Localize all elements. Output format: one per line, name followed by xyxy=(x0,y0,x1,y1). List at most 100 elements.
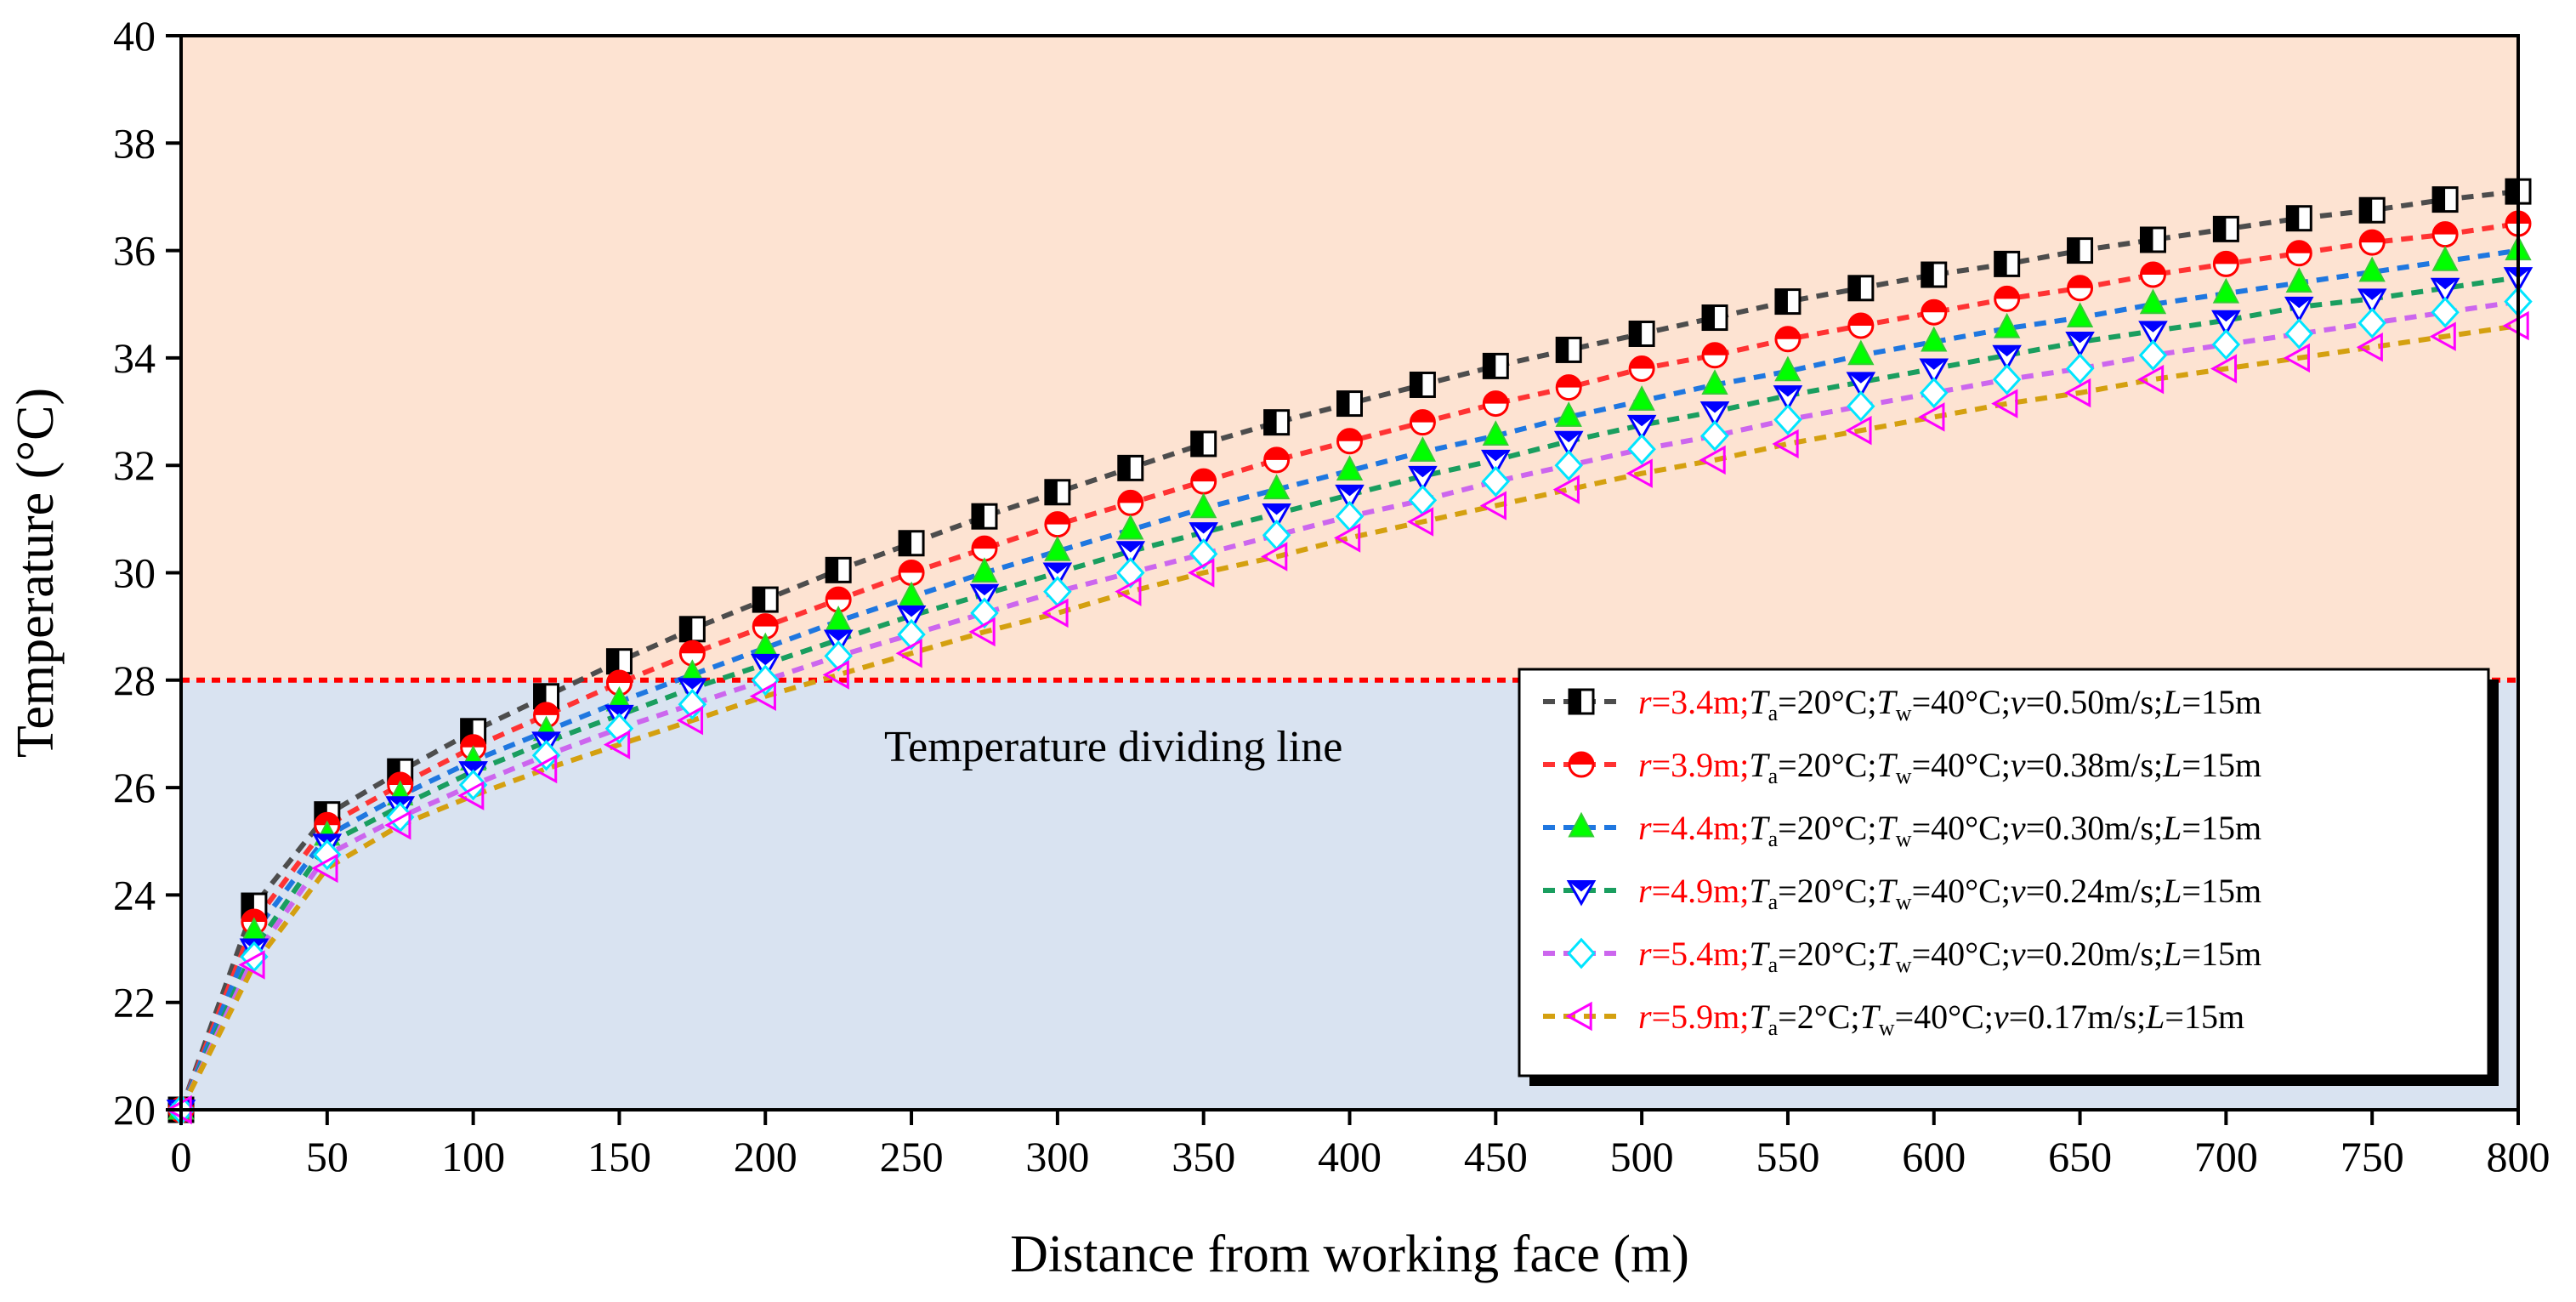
marker-shape xyxy=(1406,507,1434,537)
marker-shape xyxy=(1921,326,1948,352)
legend-entry-1: r=3.4m;Ta=20°C;Tw=40°C;v=0.50m/s;L=15m xyxy=(1543,683,2261,725)
marker-fill xyxy=(1703,305,1716,330)
data-point xyxy=(1335,484,1365,511)
data-point xyxy=(1918,402,1945,432)
x-tick-label: 150 xyxy=(587,1133,651,1180)
marker-fill xyxy=(826,588,851,600)
marker-fill xyxy=(1775,327,1800,339)
marker-fill xyxy=(1118,491,1143,503)
marker-shape xyxy=(1482,420,1509,446)
data-point xyxy=(1409,409,1436,436)
data-point xyxy=(1626,414,1657,441)
data-point xyxy=(2358,307,2386,339)
marker-shape xyxy=(2358,256,2386,282)
data-point xyxy=(2067,275,2094,302)
marker-fill xyxy=(2141,263,2165,276)
data-point xyxy=(1117,489,1144,516)
marker-fill xyxy=(606,706,633,717)
marker-shape xyxy=(2429,321,2456,351)
marker-shape xyxy=(2211,328,2241,361)
marker-shape xyxy=(1847,390,1875,423)
marker-fill xyxy=(680,641,705,654)
x-tick-label: 450 xyxy=(1464,1133,1528,1180)
marker-fill xyxy=(2214,217,2227,242)
legend: r=3.4m;Ta=20°C;Tw=40°C;v=0.50m/s;L=15m r=… xyxy=(1518,668,2499,1086)
legend-entry-6: r=5.9m;Ta=2°C;Tw=40°C;v=0.17m/s;L=15m xyxy=(1543,998,2244,1040)
marker-shape xyxy=(1774,355,1801,382)
data-point xyxy=(2502,310,2529,341)
y-tick-label: 20 xyxy=(113,1086,156,1134)
data-point xyxy=(2283,343,2310,373)
data-point xyxy=(1919,358,1949,384)
data-point xyxy=(2065,331,2095,358)
marker-shape xyxy=(1044,535,1071,561)
data-point xyxy=(749,681,776,711)
marker-shape xyxy=(822,660,849,690)
x-tick-label: 400 xyxy=(1318,1133,1382,1180)
data-point xyxy=(1482,352,1509,379)
y-tick-label: 32 xyxy=(113,441,156,489)
marker-shape xyxy=(384,810,411,840)
y-tick-label: 40 xyxy=(113,12,156,60)
x-tick-label: 750 xyxy=(2341,1133,2404,1180)
marker-shape xyxy=(1554,449,1583,481)
data-point xyxy=(678,640,706,667)
marker-shape xyxy=(676,705,704,736)
data-point xyxy=(1190,468,1217,495)
data-point xyxy=(1189,522,1218,549)
data-point xyxy=(1921,298,1948,326)
marker-shape xyxy=(1845,415,1872,446)
marker-fill xyxy=(607,670,632,683)
marker-fill xyxy=(2214,252,2238,264)
marker-fill xyxy=(1410,467,1436,478)
y-tick-label: 36 xyxy=(113,227,156,275)
data-point xyxy=(1847,275,1875,302)
data-point xyxy=(822,660,849,690)
data-point xyxy=(895,638,922,668)
marker-fill xyxy=(534,684,547,708)
legend-entry-3: r=4.4m;Ta=20°C;Tw=40°C;v=0.30m/s;L=15m xyxy=(1543,809,2261,851)
data-point xyxy=(2429,321,2456,351)
marker-fill xyxy=(2360,198,2373,223)
data-point xyxy=(2358,196,2386,224)
marker-fill xyxy=(1994,252,2007,276)
data-point xyxy=(2357,288,2387,315)
data-point xyxy=(1115,577,1142,606)
marker-fill xyxy=(1921,360,1947,370)
marker-shape xyxy=(1262,474,1291,500)
marker-shape xyxy=(1333,523,1361,553)
marker-fill xyxy=(2068,276,2092,288)
data-point xyxy=(2211,310,2241,337)
marker-shape xyxy=(2065,353,2095,384)
marker-fill xyxy=(2287,206,2300,230)
legend-label: r=5.9m;Ta=2°C;Tw=40°C;v=0.17m/s;L=15m xyxy=(1638,998,2244,1040)
data-point xyxy=(898,560,925,586)
marker-shape xyxy=(1699,445,1726,475)
data-point xyxy=(2139,226,2166,253)
marker-fill xyxy=(1569,881,1594,892)
data-point xyxy=(1408,465,1438,492)
data-point xyxy=(2136,364,2165,395)
x-tick-label: 650 xyxy=(2048,1133,2112,1180)
data-point xyxy=(2284,296,2314,323)
legend-entry-2: r=3.9m;Ta=20°C;Tw=40°C;v=0.38m/s;L=15m xyxy=(1543,746,2261,788)
marker-fill xyxy=(1557,375,1581,388)
marker-fill xyxy=(752,655,778,666)
data-point xyxy=(1188,558,1215,588)
marker-shape xyxy=(311,853,338,884)
marker-shape xyxy=(1190,492,1217,519)
data-point xyxy=(1920,377,1949,409)
marker-shape xyxy=(1409,436,1437,462)
marker-fill xyxy=(1921,263,1934,287)
data-point xyxy=(971,557,998,583)
marker-fill xyxy=(1410,410,1435,423)
marker-fill xyxy=(753,614,778,627)
data-point xyxy=(2139,288,2167,315)
legend-swatch-marker xyxy=(1567,937,1596,969)
data-point xyxy=(678,616,706,643)
marker-shape xyxy=(1261,542,1288,571)
data-point xyxy=(1774,326,1801,353)
marker-fill xyxy=(1569,690,1581,714)
legend-label: r=4.4m;Ta=20°C;Tw=40°C;v=0.30m/s;L=15m xyxy=(1638,809,2261,851)
marker-shape xyxy=(531,753,558,784)
